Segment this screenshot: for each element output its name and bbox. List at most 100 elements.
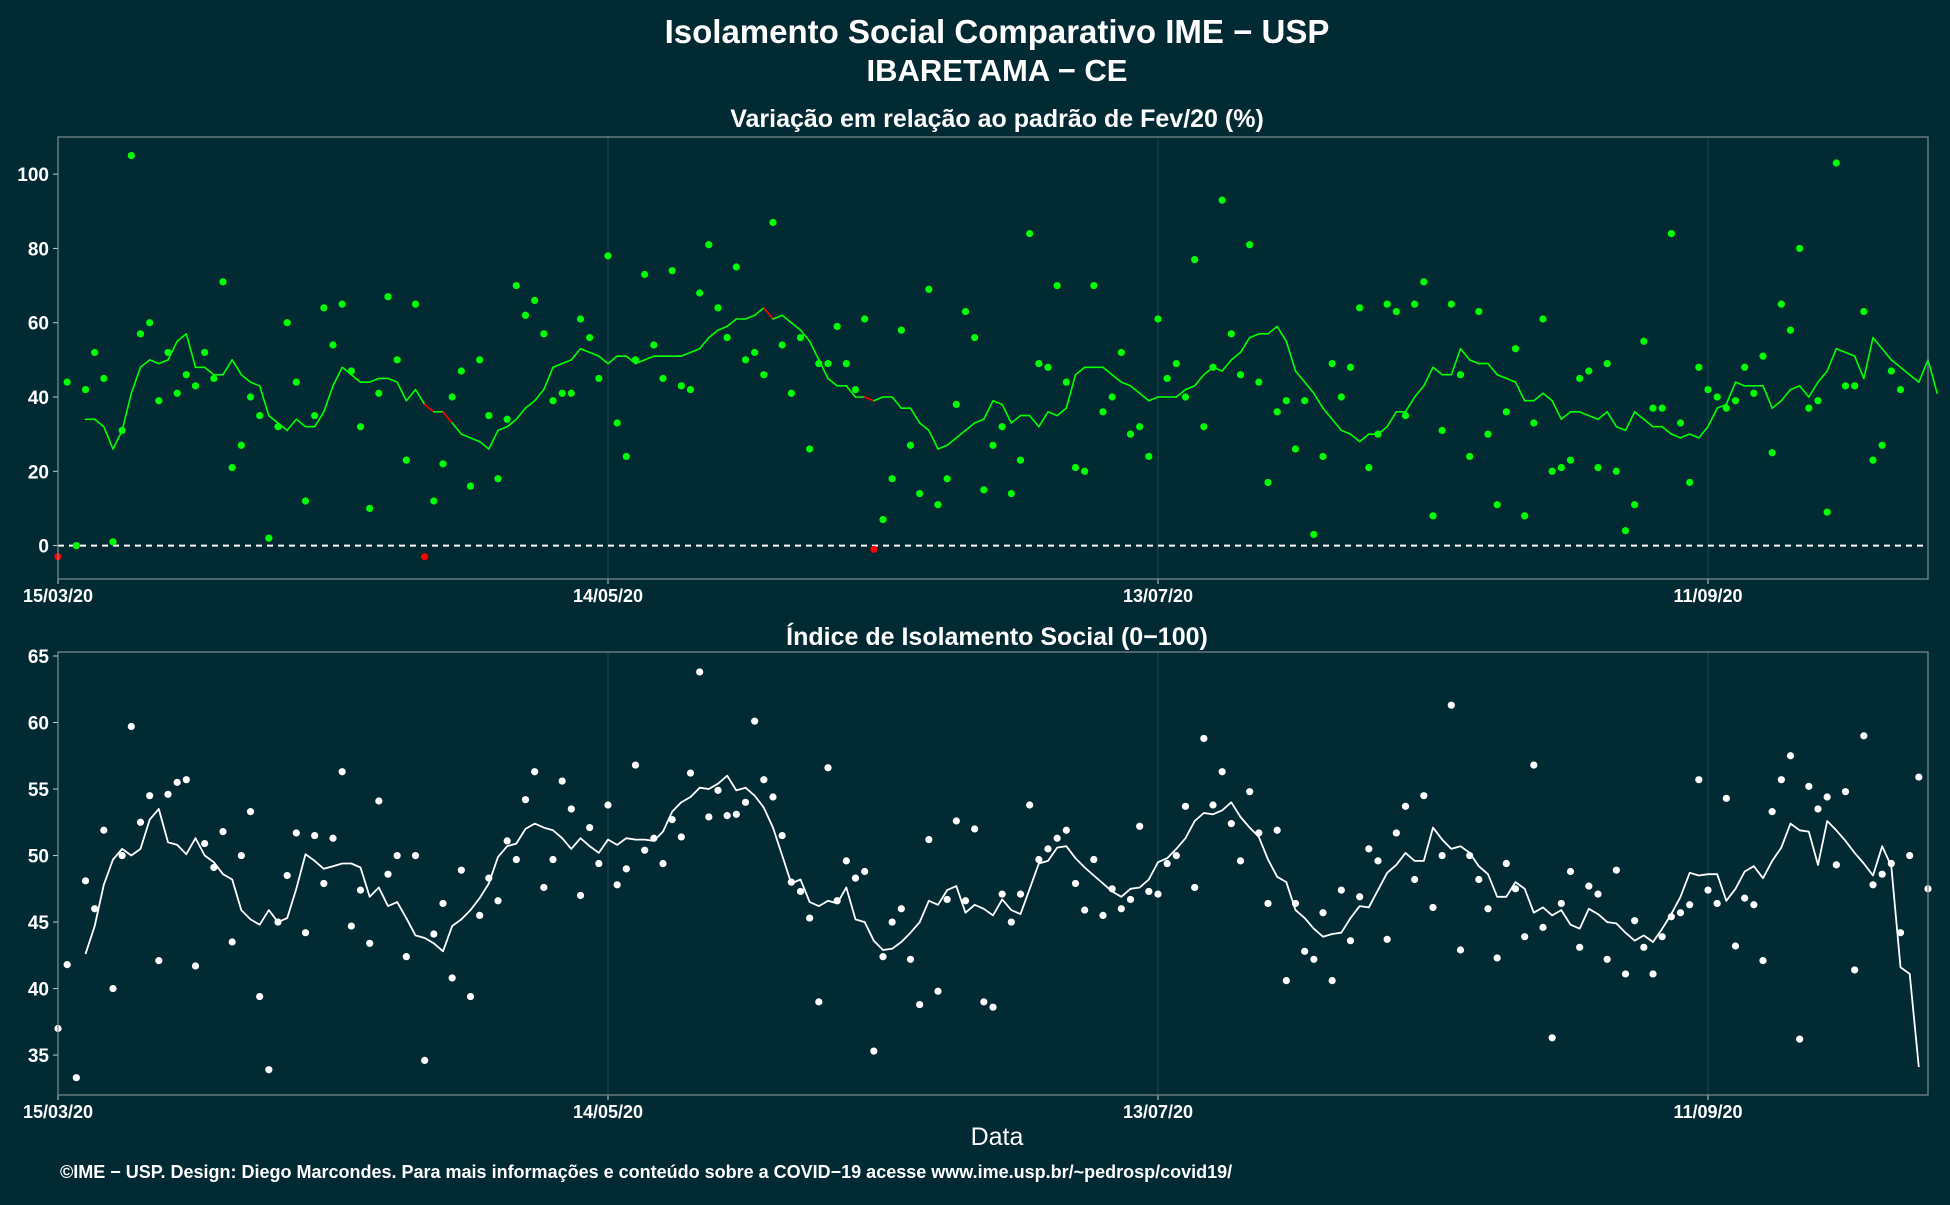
panel-2-data-point [659,859,667,868]
panel-1-data-point [861,315,869,323]
panel-1-y-tick-label: 100 [17,165,49,186]
panel-1-data-point [1218,196,1226,204]
panel-2-data-point [1548,1034,1556,1042]
panel-1-moving-average-segment [1578,411,1590,417]
panel-1-data-point [1649,404,1657,412]
figure-title: Isolamento Social Comparativo IME − USP [665,13,1330,50]
panel-1-moving-average-segment [543,366,554,391]
panel-2-data-point [237,851,245,860]
panel-1-data-point [91,348,99,357]
panel-1-frame [57,136,1929,580]
panel-1-data-point [1411,300,1419,308]
panel-1-moving-average-segment [1303,381,1315,395]
panel-2-data-point [1172,851,1180,860]
panel-1-data-point [934,501,942,509]
panel-2-data-point [1887,859,1895,868]
panel-2-data-point [1502,859,1510,868]
panel-2-data-point [549,855,557,864]
panel-2-data-point [457,866,465,874]
panel-1-data-point [815,359,823,368]
panel-1-data-point [604,252,612,260]
panel-1-data-point [1502,408,1510,416]
panel-1-data-point [796,333,805,342]
panel-1-moving-average-segment [552,362,563,369]
panel-1-data-point [549,397,557,405]
panel-1-data-point [1328,359,1336,368]
panel-1-moving-average-segment [909,407,921,424]
panel-2-data-point [1081,906,1089,914]
panel-1-moving-average-segment [1533,392,1544,402]
panel-2-data-point [1860,732,1868,740]
panel-2-data-point [1346,937,1355,945]
panel-2-data-point [210,863,218,872]
panel-1-moving-average-segment [148,359,160,365]
panel-2-data-point [1612,866,1620,874]
panel-1-moving-average-segment [1459,347,1471,361]
panel-1-data-point [1823,508,1831,516]
panel-1-moving-average-segment [1615,425,1627,432]
panel-2-data-point [714,786,722,794]
panel-2-data-point [1521,933,1529,941]
panel-1-data-point [1841,382,1850,390]
panel-2-y-tick-label: 60 [28,714,49,735]
panel-1-data-point [63,378,71,386]
panel-1-x-tick-label: 13/07/20 [1123,586,1193,606]
panel-1-data-point [448,393,456,401]
panel-2-x-tick-label: 15/03/20 [23,1102,93,1122]
panel-1-data-point [1860,307,1868,316]
panel-2-data-point [521,796,530,804]
panel-1-moving-average-segment [1432,366,1443,376]
panel-1-moving-average-segment [781,314,793,324]
panel-2-data-point [1814,805,1822,813]
panel-1-data-point [1722,404,1730,412]
panel-1-data-point [1896,385,1905,394]
panel-1-data-point [558,389,566,397]
panel-1-data-point [228,463,236,472]
panel-1-moving-average-segment [350,373,362,383]
panel-1-data-point [732,263,740,271]
panel-1-data-point [81,385,90,394]
panel-2-y-tick-label: 40 [28,980,49,1001]
panel-2-data-point [393,851,401,860]
panel-2-data-point [228,938,236,946]
panel-1-data-point [1640,337,1648,345]
panel-1-moving-average-segment [1138,392,1150,402]
panel-1-moving-average-segment [1918,359,1929,383]
panel-2-data-point [952,817,960,825]
panel-2-data-point [1218,768,1226,776]
panel-2-data-point [1301,947,1309,955]
panel-1-data-point [705,241,713,249]
panel-2-data-point [833,897,841,905]
panel-1-data-point [1878,441,1886,449]
panel-2-data-point [1145,887,1153,896]
panel-2-data-point [1154,890,1162,898]
panel-2-data-point [63,961,71,969]
panel-2-data-point [1090,855,1098,864]
panel-2-data-point [595,859,603,868]
panel-1-data-point [576,315,585,323]
panel-1-data-point [1576,374,1584,383]
panel-1-moving-average-segment [1331,418,1343,432]
panel-1-data-point [1557,463,1565,472]
panel-1-data-point [888,475,896,483]
panel-2-data-point [916,1000,924,1009]
panel-2-data-point [1099,911,1107,920]
panel-2-data-point [466,992,475,1001]
panel-1-data-point [1044,363,1052,371]
panel-1-moving-average-segment [845,385,857,398]
panel-1-y-tick-label: 0 [38,537,49,558]
panel-1-data-point [1337,393,1345,401]
panel-2-data-point [1621,970,1630,978]
panel-1-moving-average-segment [1358,433,1370,443]
panel-1-moving-average-segment [258,385,270,417]
panel-2-title: Índice de Isolamento Social (0−100) [786,622,1208,651]
panel-1-data-point [1530,419,1538,427]
panel-1-data-point [1200,423,1208,431]
panel-1-data-point [1594,463,1602,472]
panel-1-moving-average-segment [1872,336,1883,350]
panel-1-moving-average-segment [1771,399,1783,409]
panel-1-data-point [1007,489,1015,498]
panel-1-moving-average-segment [1028,414,1040,428]
panel-2-data-point [741,798,750,806]
panel-1-data-point [274,423,282,431]
